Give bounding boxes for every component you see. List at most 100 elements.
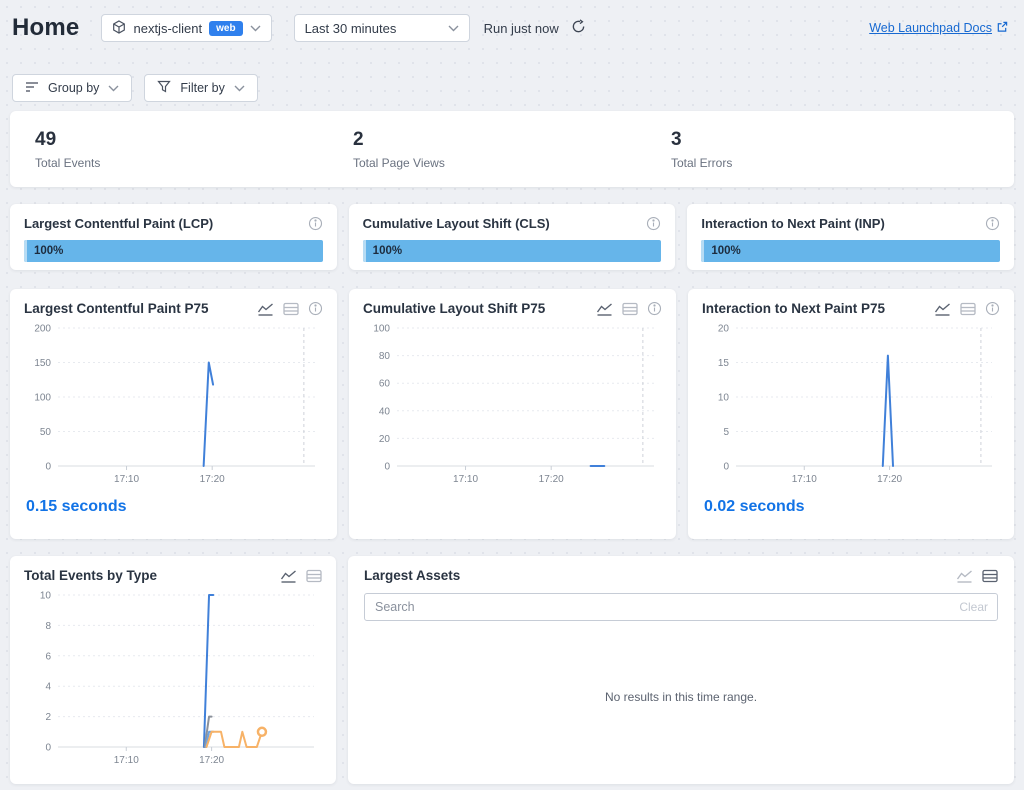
svg-text:20: 20 <box>718 324 730 335</box>
toolbar: Group by Filter by <box>12 74 1012 102</box>
svg-text:100: 100 <box>373 324 390 335</box>
svg-text:10: 10 <box>718 393 730 404</box>
info-icon[interactable] <box>985 216 1000 231</box>
svg-text:20: 20 <box>379 434 391 445</box>
docs-link[interactable]: Web Launchpad Docs <box>869 21 1008 36</box>
info-icon[interactable] <box>646 216 661 231</box>
svg-text:0: 0 <box>384 462 390 473</box>
info-icon[interactable] <box>985 301 1000 316</box>
filter-by-label: Filter by <box>180 81 224 95</box>
chevron-down-icon <box>108 85 119 92</box>
table-view-icon[interactable] <box>960 302 976 316</box>
metric-title: Interaction to Next Paint (INP) <box>701 216 884 231</box>
info-icon[interactable] <box>308 216 323 231</box>
filter-by-button[interactable]: Filter by <box>144 74 257 102</box>
refresh-button[interactable] <box>569 17 588 39</box>
metric-bar-track: 100% <box>24 240 323 262</box>
stat-value: 49 <box>35 129 353 151</box>
refresh-icon <box>571 19 586 37</box>
p75-charts-row: Largest Contentful Paint P75 05010015020… <box>10 289 1014 539</box>
cls-p75-chart[interactable]: 02040608010017:1017:20 <box>363 320 662 488</box>
external-link-icon <box>996 21 1008 36</box>
cls-p75-value <box>363 498 662 516</box>
svg-text:17:10: 17:10 <box>453 474 478 485</box>
svg-text:17:20: 17:20 <box>199 755 224 766</box>
svg-text:0: 0 <box>45 462 51 473</box>
stat-label: Total Errors <box>671 156 989 170</box>
line-chart-view-icon[interactable] <box>280 569 297 583</box>
inp-p75-value: 0.02 seconds <box>702 498 1000 516</box>
line-chart-view-icon[interactable] <box>596 302 613 316</box>
lcp-p75-chart[interactable]: 05010015020017:1017:20 <box>24 320 323 488</box>
core-web-vitals-row: Largest Contentful Paint (LCP) 100% Cumu… <box>10 204 1014 270</box>
metric-bar-label: 100% <box>366 245 402 257</box>
info-icon[interactable] <box>647 301 662 316</box>
inp-p75-chart[interactable]: 0510152017:1017:20 <box>702 320 1000 488</box>
chart-card-inp-p75: Interaction to Next Paint P75 0 5 10 15 20 17… <box>688 289 1014 539</box>
svg-text:17:20: 17:20 <box>200 474 225 485</box>
group-by-button[interactable]: Group by <box>12 74 132 102</box>
search-clear-button[interactable]: Clear <box>959 600 988 614</box>
metric-bar-track: 100% <box>363 240 662 262</box>
svg-text:5: 5 <box>723 427 729 438</box>
line-chart-view-icon[interactable] <box>956 569 973 583</box>
stat-total-events: 49 Total Events <box>35 129 353 170</box>
time-range-selector[interactable]: Last 30 minutes <box>294 14 470 42</box>
svg-text:17:10: 17:10 <box>114 474 139 485</box>
svg-text:4: 4 <box>45 682 51 693</box>
filter-funnel-icon <box>157 80 171 96</box>
table-view-icon[interactable] <box>283 302 299 316</box>
metric-bar-label: 100% <box>704 245 740 257</box>
group-by-icon <box>25 81 39 96</box>
panel-title: Largest Assets <box>364 568 460 583</box>
metric-bar-fill: 100% <box>24 240 323 262</box>
svg-text:15: 15 <box>718 358 730 369</box>
chevron-down-icon <box>250 25 261 32</box>
table-view-icon[interactable] <box>982 569 998 583</box>
chart-title: Interaction to Next Paint P75 <box>702 301 885 316</box>
assets-empty-area: No results in this time range. <box>364 621 998 772</box>
chevron-down-icon <box>448 25 459 32</box>
stat-value: 2 <box>353 129 671 151</box>
assets-search-wrap: Clear <box>364 593 998 621</box>
stat-total-page-views: 2 Total Page Views <box>353 129 671 170</box>
svg-text:17:10: 17:10 <box>114 755 139 766</box>
svg-text:2: 2 <box>45 712 51 723</box>
svg-text:100: 100 <box>34 393 51 404</box>
table-view-icon[interactable] <box>306 569 322 583</box>
svg-text:40: 40 <box>379 406 391 417</box>
metric-card-inp: Interaction to Next Paint (INP) 100% <box>687 204 1014 270</box>
info-icon[interactable] <box>308 301 323 316</box>
metric-card-cls: Cumulative Layout Shift (CLS) 100% <box>349 204 676 270</box>
metric-bar-track: 100% <box>701 240 1000 262</box>
total-events-by-type-chart[interactable]: 024681017:1017:20 <box>24 587 322 769</box>
stat-label: Total Page Views <box>353 156 671 170</box>
svg-text:17:20: 17:20 <box>877 474 902 485</box>
project-selector[interactable]: nextjs-client web <box>101 14 271 42</box>
page-header: Home nextjs-client web Last 30 minutes R… <box>0 0 1024 42</box>
chevron-down-icon <box>234 85 245 92</box>
cube-icon <box>112 20 126 37</box>
assets-search-input[interactable] <box>364 593 998 621</box>
svg-text:80: 80 <box>379 351 391 362</box>
line-chart-view-icon[interactable] <box>257 302 274 316</box>
project-type-badge: web <box>209 21 242 36</box>
time-range-value: Last 30 minutes <box>305 21 397 36</box>
svg-text:0: 0 <box>723 462 729 473</box>
table-view-icon[interactable] <box>622 302 638 316</box>
assets-empty-message: No results in this time range. <box>605 690 757 704</box>
svg-text:200: 200 <box>34 324 51 335</box>
chart-card-lcp-p75: Largest Contentful Paint P75 05010015020… <box>10 289 337 539</box>
project-name: nextjs-client <box>133 21 202 36</box>
metric-title: Largest Contentful Paint (LCP) <box>24 216 213 231</box>
metric-card-lcp: Largest Contentful Paint (LCP) 100% <box>10 204 337 270</box>
largest-assets-card: Largest Assets Clear No results in this … <box>348 556 1014 784</box>
chart-card-total-events-by-type: Total Events by Type 024681017:1017:20 <box>10 556 336 784</box>
svg-text:150: 150 <box>34 358 51 369</box>
svg-text:17:20: 17:20 <box>539 474 564 485</box>
metric-title: Cumulative Layout Shift (CLS) <box>363 216 550 231</box>
metric-bar-fill: 100% <box>701 240 1000 262</box>
run-status-text: Run just now <box>484 21 559 36</box>
stat-total-errors: 3 Total Errors <box>671 129 989 170</box>
line-chart-view-icon[interactable] <box>934 302 951 316</box>
